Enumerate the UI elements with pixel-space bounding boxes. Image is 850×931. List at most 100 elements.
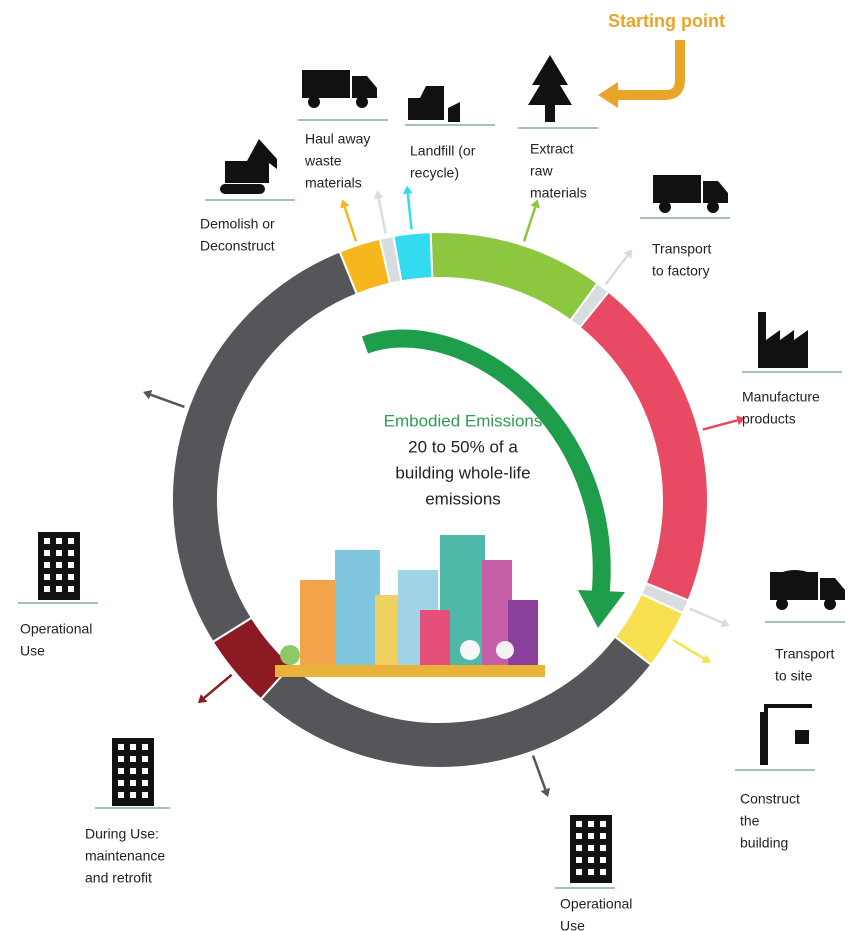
window (142, 744, 148, 750)
stage-arrow (203, 673, 233, 699)
city-illustration (275, 535, 545, 677)
tracks (220, 184, 265, 194)
window (600, 845, 606, 851)
stage-arrow (531, 755, 547, 790)
wheel (707, 201, 719, 213)
stage-label: recycle) (410, 165, 459, 181)
center-text: building whole-life (395, 463, 530, 482)
excavator-icon (225, 139, 277, 183)
window (118, 744, 124, 750)
stage-arrowhead (623, 249, 633, 259)
mixer (773, 570, 817, 594)
window (68, 562, 74, 568)
window (588, 857, 594, 863)
window (576, 869, 582, 875)
stage-label: to factory (652, 263, 710, 279)
stage-arrowhead (402, 185, 413, 195)
window (118, 756, 124, 762)
stage-label: Demolish or (200, 216, 275, 232)
stage-arrow (522, 206, 537, 242)
tree-icon (528, 55, 572, 122)
stage-label: and retrofit (85, 870, 152, 886)
stage-arrowhead (720, 618, 730, 628)
stage-label: During Use: (85, 826, 159, 842)
stage-label: materials (530, 185, 587, 201)
window (56, 562, 62, 568)
crane-load (795, 730, 809, 744)
window (142, 792, 148, 798)
wheel (659, 201, 671, 213)
window (600, 857, 606, 863)
stage-arrow (672, 639, 705, 660)
window (44, 586, 50, 592)
window (576, 821, 582, 827)
stage-arrowhead (736, 415, 746, 426)
stage-label: waste (304, 153, 342, 169)
stage-label: Construct (740, 791, 800, 807)
stage-label: Operational (560, 896, 632, 912)
stage-arrowhead (540, 787, 551, 797)
stage-arrowhead (530, 199, 540, 209)
stage-arrow (688, 607, 723, 624)
stage-arrow (377, 197, 387, 234)
stage-label: materials (305, 175, 362, 191)
crane-icon (760, 704, 812, 765)
stage-arrow (604, 254, 629, 285)
window (142, 780, 148, 786)
start-arrowhead (598, 82, 618, 108)
truck-cab (352, 76, 377, 98)
stage-label: the (740, 813, 760, 829)
window (130, 780, 136, 786)
window (56, 550, 62, 556)
window (130, 744, 136, 750)
truck-cab (820, 578, 845, 600)
stage-label: Use (560, 918, 585, 931)
center-text: emissions (425, 489, 501, 508)
bulldozer-icon (408, 86, 460, 122)
icons (18, 55, 845, 889)
window (44, 562, 50, 568)
window (56, 574, 62, 580)
stage-arrow (343, 206, 358, 242)
ring-segment (392, 231, 434, 283)
stage-label: Transport (652, 241, 712, 257)
window (118, 780, 124, 786)
window (576, 833, 582, 839)
stage-arrowhead (340, 199, 350, 209)
stage-label: Deconstruct (200, 238, 275, 254)
wheel (776, 598, 788, 610)
window (44, 574, 50, 580)
window (600, 833, 606, 839)
stage-arrowhead (701, 654, 711, 663)
stage-label: Transport (775, 646, 835, 662)
window (68, 538, 74, 544)
window (588, 833, 594, 839)
stage-arrowhead (143, 389, 153, 400)
window (130, 768, 136, 774)
window (68, 586, 74, 592)
stage-arrowhead (197, 694, 208, 704)
window (142, 756, 148, 762)
embodied-arrow (361, 329, 625, 628)
window (118, 792, 124, 798)
stage-arrow (406, 193, 413, 230)
factory-icon (758, 312, 808, 368)
center-title: Embodied Emissions (384, 411, 543, 430)
window (588, 869, 594, 875)
window (68, 574, 74, 580)
window (600, 869, 606, 875)
window (130, 792, 136, 798)
stage-label: to site (775, 668, 813, 684)
ring-segment (429, 231, 599, 322)
center-text: 20 to 50% of a (408, 437, 518, 456)
window (576, 857, 582, 863)
stage-label: building (740, 835, 788, 851)
lifecycle-ring (143, 185, 746, 797)
truck-icon (653, 175, 701, 203)
window (130, 756, 136, 762)
window (142, 768, 148, 774)
stage-label: Haul away (305, 131, 370, 147)
wheel (824, 598, 836, 610)
stage-label: products (742, 411, 796, 427)
